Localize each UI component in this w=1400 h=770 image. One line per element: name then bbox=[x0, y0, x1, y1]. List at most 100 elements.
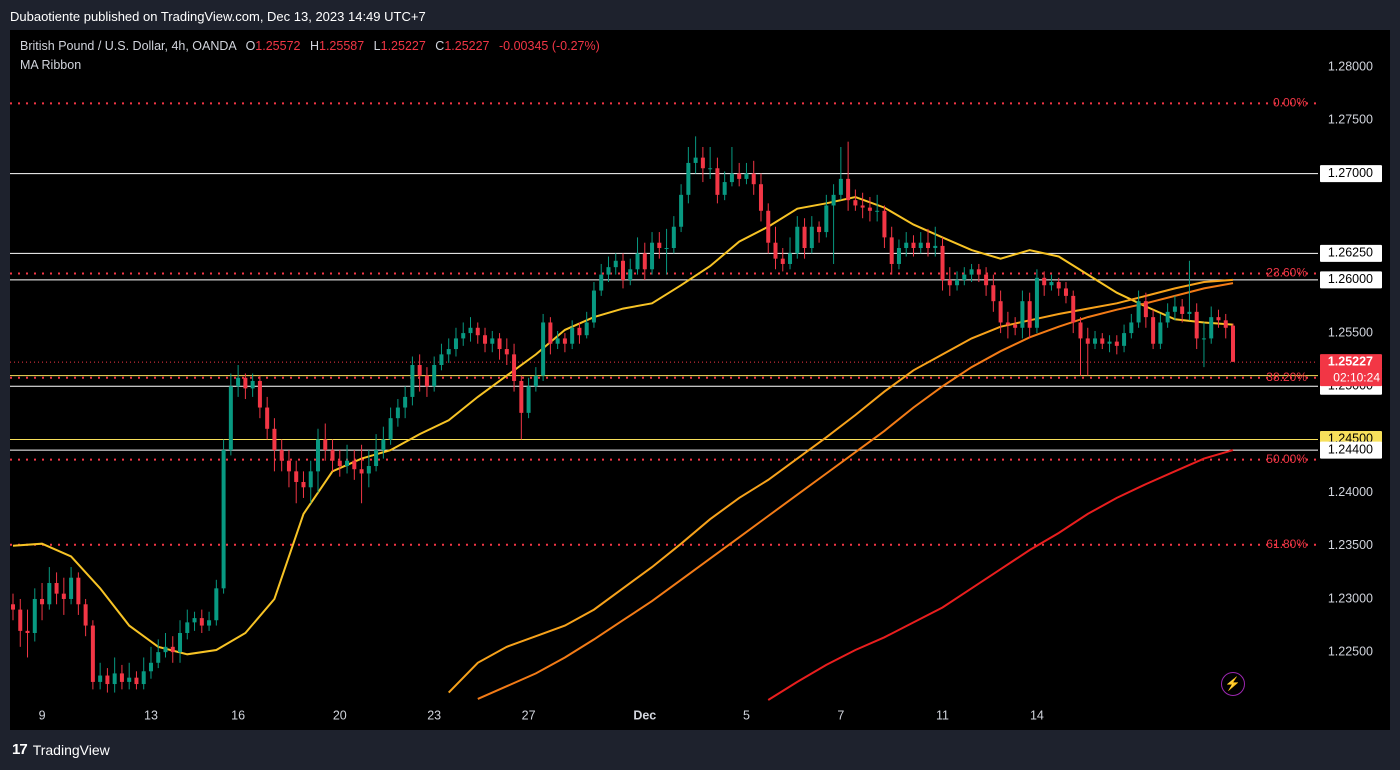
candle-body bbox=[1093, 338, 1098, 344]
candle-body bbox=[1020, 301, 1025, 328]
candle-body bbox=[751, 173, 756, 185]
x-tick-label: 27 bbox=[522, 708, 536, 722]
candle-body bbox=[483, 335, 488, 344]
symbol-header: British Pound / U.S. Dollar, 4h, OANDA O… bbox=[20, 39, 600, 53]
candle-body bbox=[381, 439, 386, 451]
candle-body bbox=[163, 646, 168, 653]
h-line-label-box bbox=[1320, 271, 1382, 289]
high-label: H bbox=[309, 39, 319, 53]
candle-body bbox=[904, 242, 909, 249]
x-tick-label: 11 bbox=[936, 708, 949, 722]
candle-body bbox=[809, 226, 814, 249]
last-price-box bbox=[1320, 354, 1382, 387]
candle-body bbox=[134, 677, 139, 685]
candle-body bbox=[882, 210, 887, 238]
candle-body bbox=[1194, 311, 1199, 339]
y-tick-label: 1.25500 bbox=[1328, 325, 1373, 339]
candle-body bbox=[54, 583, 59, 594]
candle-body bbox=[497, 338, 502, 350]
candle-body bbox=[693, 157, 698, 163]
candle-body bbox=[192, 618, 197, 623]
high-value: 1.25587 bbox=[319, 39, 365, 53]
candle-body bbox=[570, 327, 575, 344]
indicator-label[interactable]: MA Ribbon bbox=[20, 58, 82, 72]
candle-body bbox=[1085, 338, 1090, 344]
candle-body bbox=[127, 677, 132, 682]
fib-label-2: 38.20% bbox=[1266, 370, 1307, 384]
x-tick-label: 5 bbox=[743, 708, 750, 722]
candle-body bbox=[969, 269, 974, 275]
candle-body bbox=[933, 245, 938, 249]
low-label: L bbox=[373, 39, 381, 53]
symbol-name[interactable]: British Pound / U.S. Dollar, 4h, OANDA bbox=[20, 39, 237, 53]
candle-body bbox=[802, 226, 807, 249]
candle-body bbox=[504, 349, 509, 355]
candle-body bbox=[83, 604, 88, 626]
candle-body bbox=[1049, 282, 1054, 286]
footer-brand[interactable]: 17 TradingView bbox=[12, 741, 110, 758]
candle-body bbox=[170, 646, 175, 653]
candle-body bbox=[1056, 282, 1061, 289]
candle-body bbox=[1005, 322, 1010, 325]
candle-body bbox=[257, 380, 262, 408]
candle-body bbox=[395, 407, 400, 419]
candle-body bbox=[838, 178, 843, 195]
candle-body bbox=[359, 469, 364, 474]
candle-body bbox=[533, 375, 538, 387]
candle-body bbox=[780, 258, 785, 264]
low-value: 1.25227 bbox=[380, 39, 426, 53]
lightning-icon[interactable]: ⚡ bbox=[1221, 672, 1245, 696]
candle-body bbox=[621, 260, 625, 280]
candle-body bbox=[599, 274, 604, 291]
candle-body bbox=[875, 210, 880, 212]
y-tick-label: 1.27500 bbox=[1328, 113, 1373, 127]
candle-body bbox=[76, 577, 81, 605]
candle-body bbox=[272, 428, 277, 451]
candle-body bbox=[417, 365, 422, 376]
tradingview-logo-icon: 17 bbox=[12, 741, 28, 758]
fib-label-0: 0.00% bbox=[1273, 96, 1307, 110]
x-tick-label: Dec bbox=[633, 708, 656, 722]
candle-body bbox=[817, 226, 822, 233]
candle-body bbox=[1042, 277, 1047, 286]
candle-body bbox=[795, 226, 800, 254]
y-tick-label: 1.22500 bbox=[1328, 644, 1373, 658]
candle-body bbox=[664, 248, 669, 250]
candle-body bbox=[424, 375, 429, 387]
candle-body bbox=[1201, 338, 1206, 340]
countdown-label: 02:10:24 bbox=[1333, 370, 1380, 384]
candle-body bbox=[98, 675, 103, 682]
candle-body bbox=[439, 354, 444, 365]
last-price-label: 1.25227 bbox=[1328, 354, 1373, 368]
candle-body bbox=[243, 377, 248, 389]
candle-body bbox=[148, 662, 153, 672]
close-label: C bbox=[435, 39, 445, 53]
candle-body bbox=[940, 245, 945, 280]
candle-body bbox=[846, 178, 851, 201]
candle-body bbox=[352, 460, 357, 470]
candle-body bbox=[947, 279, 952, 286]
candle-body bbox=[453, 338, 458, 350]
candle-body bbox=[330, 450, 335, 461]
candle-body bbox=[308, 471, 313, 488]
ma-line-1 bbox=[447, 278, 1234, 694]
candle-body bbox=[337, 460, 342, 467]
candle-body bbox=[214, 588, 219, 621]
candle-body bbox=[1034, 277, 1039, 328]
candle-body bbox=[584, 322, 589, 336]
candle-body bbox=[911, 242, 916, 249]
candle-body bbox=[1143, 301, 1148, 318]
candle-body bbox=[788, 253, 793, 264]
candle-body bbox=[991, 285, 996, 302]
candle-body bbox=[323, 439, 328, 451]
candle-body bbox=[1165, 311, 1170, 323]
h-line-label: 1.27000 bbox=[1328, 166, 1373, 180]
candle-body bbox=[468, 327, 473, 334]
ma-line-2 bbox=[477, 282, 1234, 700]
candle-body bbox=[737, 173, 742, 179]
candle-body bbox=[490, 338, 495, 344]
candle-body bbox=[700, 157, 705, 169]
candle-body bbox=[11, 604, 15, 610]
candle-body bbox=[32, 598, 37, 633]
